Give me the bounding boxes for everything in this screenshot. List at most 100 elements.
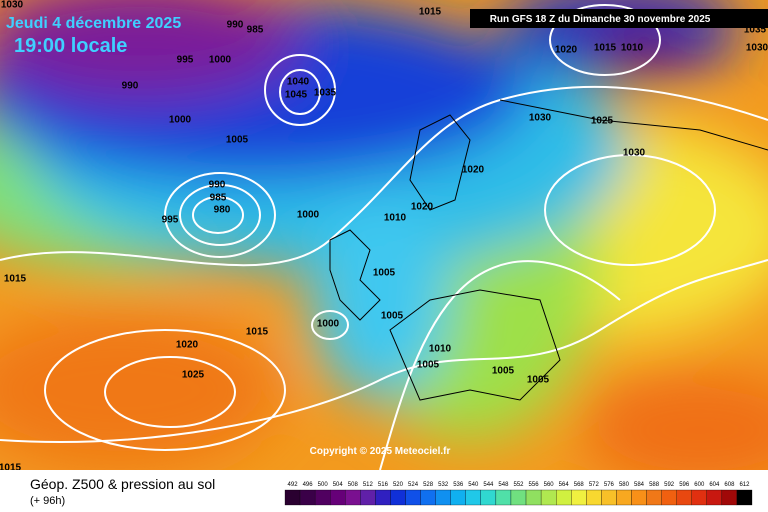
scale-label: 572 xyxy=(589,482,600,488)
isobar-label: 1000 xyxy=(317,319,340,330)
field-colors xyxy=(0,0,768,470)
scale-swatch xyxy=(495,489,512,506)
scale-label: 520 xyxy=(393,482,404,488)
run-box xyxy=(470,9,768,28)
footer-lead: (+ 96h) xyxy=(30,495,65,507)
scale-swatch xyxy=(556,489,572,506)
color-scale: 492 496 500 504 508 512 516 520 524 528 532 536 540 5… xyxy=(284,482,753,506)
scale-label: 568 xyxy=(574,482,585,488)
isobar-label: 1005 xyxy=(527,375,550,386)
isobar-label: 995 xyxy=(162,215,179,226)
scale-swatch xyxy=(510,489,527,506)
scale-swatch xyxy=(435,489,451,506)
forecast-time: 19:00 locale xyxy=(14,35,127,57)
isobar-label: 1010 xyxy=(621,43,644,54)
copyright: Copyright © 2025 Meteociel.fr xyxy=(310,446,451,457)
scale-label: 564 xyxy=(559,482,570,488)
scale-swatch xyxy=(420,489,436,506)
scale-swatch xyxy=(691,489,707,506)
isobar-label: 1005 xyxy=(381,311,404,322)
scale-label: 528 xyxy=(423,482,434,488)
scale-swatch xyxy=(706,489,723,506)
scale-label: 532 xyxy=(438,482,449,488)
isobar-label: 1020 xyxy=(176,340,199,351)
isobar-label: 1005 xyxy=(226,135,249,146)
scale-label: 588 xyxy=(649,482,660,488)
scale-label: 504 xyxy=(333,482,344,488)
isobar-label: 980 xyxy=(214,205,231,216)
isobar-label: 1030 xyxy=(746,43,768,54)
isobar-label: 1035 xyxy=(314,88,337,99)
isobar-label: 1000 xyxy=(297,210,320,221)
scale-label: 604 xyxy=(709,482,720,488)
isobar-label: 1010 xyxy=(384,213,407,224)
scale-label: 580 xyxy=(619,482,630,488)
isobar-label: 1015 xyxy=(0,463,22,474)
isobar-label: 1045 xyxy=(285,90,308,101)
scale-swatch xyxy=(601,489,617,506)
isobar-label: 990 xyxy=(122,81,139,92)
scale-swatch xyxy=(616,489,632,506)
isobar-label: 1005 xyxy=(373,268,396,279)
scale-swatch xyxy=(330,489,346,506)
scale-swatch xyxy=(571,489,587,506)
isobar-label: 1005 xyxy=(492,366,515,377)
scale-label: 596 xyxy=(679,482,690,488)
isobar-label: 1040 xyxy=(287,77,310,88)
isobar-label: 1030 xyxy=(529,113,552,124)
scale-swatch xyxy=(284,489,301,506)
scale-swatch xyxy=(736,489,753,506)
scale-swatch xyxy=(314,489,331,506)
isobar-label: 990 xyxy=(227,20,244,31)
isobar-label: 1015 xyxy=(594,43,617,54)
isobars xyxy=(0,4,768,470)
scale-swatch xyxy=(360,489,376,506)
scale-swatch xyxy=(375,489,391,506)
footer-title: Géop. Z500 & pression au sol xyxy=(30,476,215,492)
scale-swatch xyxy=(390,489,406,506)
scale-label: 576 xyxy=(604,482,615,488)
scale-swatch xyxy=(646,489,662,506)
scale-label: 556 xyxy=(529,482,540,488)
scale-swatch xyxy=(405,489,421,506)
isobar-label: 1020 xyxy=(555,45,578,56)
coastlines xyxy=(329,99,768,401)
isobar-label: 1020 xyxy=(411,202,434,213)
scale-label: 492 xyxy=(288,482,299,488)
scale-label: 536 xyxy=(453,482,464,488)
scale-label: 508 xyxy=(348,482,359,488)
scale-label: 524 xyxy=(408,482,419,488)
scale-label: 544 xyxy=(483,482,494,488)
run-info: Run GFS 18 Z du Dimanche 30 novembre 202… xyxy=(490,14,711,25)
scale-label: 496 xyxy=(303,482,314,488)
scale-swatch xyxy=(465,489,481,506)
isobar-label: 1005 xyxy=(417,360,440,371)
isobar-label: 1020 xyxy=(462,165,485,176)
isobar-label: 1015 xyxy=(246,327,269,338)
scale-swatch xyxy=(299,489,316,506)
scale-label: 552 xyxy=(513,482,524,488)
scale-label: 500 xyxy=(318,482,329,488)
isobar-label: 1010 xyxy=(429,344,452,355)
scale-label: 612 xyxy=(739,482,750,488)
scale-swatch xyxy=(540,489,557,506)
scale-swatch xyxy=(631,489,647,506)
scale-swatch xyxy=(480,489,497,506)
scale-label: 592 xyxy=(664,482,675,488)
isobar-label: 1025 xyxy=(591,116,614,127)
scale-label: 512 xyxy=(363,482,374,488)
scale-label: 600 xyxy=(694,482,705,488)
isobar-label: 1025 xyxy=(182,370,205,381)
scale-swatch xyxy=(661,489,677,506)
isobar-label: 1000 xyxy=(209,55,232,66)
scale-swatch xyxy=(450,489,466,506)
scale-label: 548 xyxy=(498,482,509,488)
scale-label: 608 xyxy=(724,482,735,488)
scale-swatch xyxy=(525,489,542,506)
isobar-label: 1015 xyxy=(4,274,27,285)
scale-swatch xyxy=(345,489,361,506)
scale-swatch xyxy=(586,489,602,506)
